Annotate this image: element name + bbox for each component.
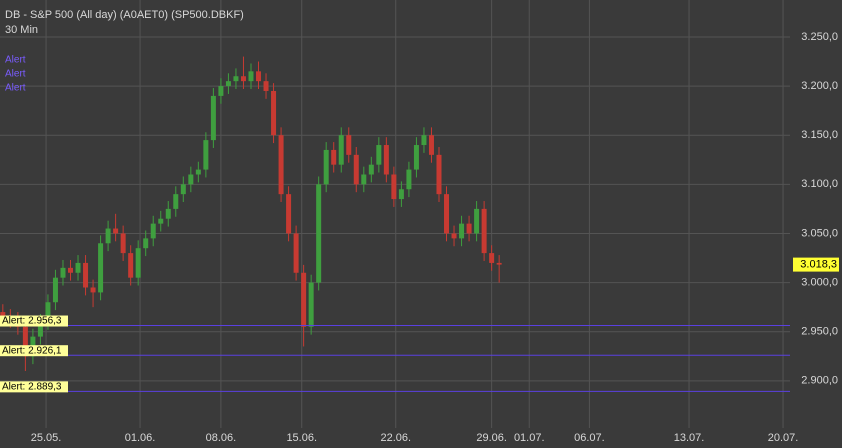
candle-body [368,164,374,175]
candle-body [203,140,209,170]
alert-label-box [0,315,68,327]
candle-body [286,194,292,234]
x-tick-label: 29.06. [476,432,507,444]
candle-body [323,149,329,185]
candle-body [233,76,239,82]
candle-body [459,223,465,239]
candle-body [271,90,277,136]
candle-body [256,71,262,82]
candle-body [474,208,480,234]
y-tick-label: 2.950,0 [801,326,838,338]
candle-body [383,145,389,175]
candle-body [105,228,111,244]
candle-body [45,302,51,322]
candle-body [218,86,224,96]
last-price-box [793,257,839,272]
candle-body [278,135,284,195]
candle-body [135,248,141,278]
candle-body [113,228,119,234]
x-tick-label: 20.07. [768,432,799,444]
y-tick-label: 3.200,0 [801,80,838,92]
candle-body [120,233,126,254]
candle-body [361,174,367,185]
candle-body [158,218,164,224]
y-tick-label: 2.900,0 [801,375,838,387]
candle-body [436,154,442,195]
chart-title: DB - S&P 500 (All day) (A0AET0) (SP500.D… [5,9,244,21]
candle-body [150,223,156,239]
candle-body [165,208,171,219]
candle-body [180,184,186,195]
y-tick-label: 3.000,0 [801,276,838,288]
x-tick-label: 13.07. [674,432,705,444]
candle-body [240,76,246,82]
candle-body [421,135,427,146]
x-tick-label: 06.07. [574,432,605,444]
y-tick-label: 3.100,0 [801,178,838,190]
candle-body [481,208,487,254]
candle-body [188,174,194,185]
candle-body [398,189,404,200]
y-tick-label: 3.050,0 [801,227,838,239]
y-tick-label: 3.150,0 [801,129,838,141]
candle-body [316,184,322,283]
alert-marker: Alert [5,55,26,66]
candle-body [263,81,269,91]
alert-marker: Alert [5,69,26,80]
chart-subtitle: 30 Min [5,24,38,36]
candle-body [451,233,457,239]
candle-body [293,233,299,273]
candle-body [83,262,89,288]
x-tick-label: 25.05. [31,432,62,444]
candle-body [376,145,382,165]
candle-body [444,194,450,234]
candle-body [391,174,397,200]
candle-body [338,135,344,165]
alert-marker: Alert [5,83,26,94]
candle-body [406,169,412,190]
candle-body [0,312,6,317]
alert-label: Alert: 2.956,3 [2,316,62,327]
candle-body [353,154,359,185]
x-tick-label: 08.06. [206,432,237,444]
x-tick-label: 22.06. [380,432,411,444]
alert-label: Alert: 2.889,3 [2,381,62,392]
candle-body [68,267,74,273]
candle-body [143,238,149,249]
alert-label-box [0,381,68,393]
candle-body [210,95,216,141]
candle-body [90,287,96,293]
x-tick-label: 01.07. [514,432,545,444]
candle-body [466,223,472,234]
candle-body [301,272,307,327]
candle-body [346,135,352,155]
candle-body [413,145,419,170]
candle-body [75,262,81,273]
candle-body [60,267,66,278]
candle-body [248,71,254,82]
candle-body [128,253,134,278]
candle-body [98,243,104,293]
alert-label-box [0,345,68,357]
candle-body [22,326,28,357]
y-tick-label: 3.250,0 [801,31,838,43]
candle-body [37,321,43,337]
last-price-label: 3.018,3 [800,259,837,271]
candle-body [331,149,337,165]
candle-body [308,282,314,327]
candle-body [225,81,231,87]
candle-body [195,169,201,175]
x-tick-label: 15.06. [286,432,317,444]
candle-body [489,253,495,263]
candle-body [428,135,434,155]
candle-body [496,262,502,265]
candle-body [173,194,179,209]
candle-body [52,277,58,303]
alert-label: Alert: 2.926,1 [2,345,62,356]
x-tick-label: 01.06. [125,432,156,444]
